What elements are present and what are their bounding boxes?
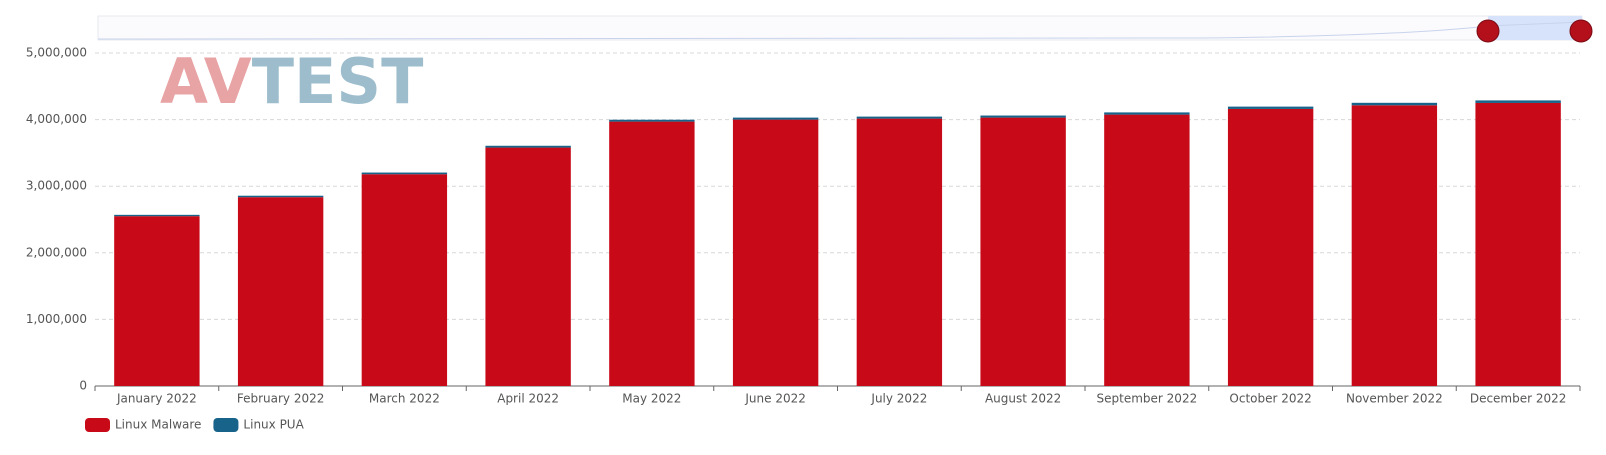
watermark-left: AV [160, 45, 252, 118]
zoom-slider[interactable] [97, 15, 1593, 43]
bar-segment [856, 116, 943, 119]
bar-segment [1475, 102, 1561, 386]
legend-swatch [85, 418, 110, 432]
x-tick-label: September 2022 [1097, 392, 1198, 406]
bar-segment [485, 147, 571, 386]
legend-label: Linux PUA [243, 418, 304, 432]
bar-segment [114, 214, 200, 217]
x-tick-label: May 2022 [622, 392, 681, 406]
x-tick-label: August 2022 [985, 392, 1061, 406]
watermark-right: TEST [252, 45, 424, 118]
x-tick-label: July 2022 [870, 392, 927, 406]
x-tick-label: April 2022 [497, 392, 559, 406]
x-tick-label: January 2022 [116, 392, 197, 406]
slider-handle[interactable] [1476, 19, 1500, 43]
bar-segment [1351, 102, 1438, 106]
bar-segment [237, 195, 324, 198]
bar-segment [1475, 100, 1561, 103]
bar-segment [1227, 106, 1314, 109]
slider-track [97, 15, 1583, 41]
bar-segment [732, 119, 819, 386]
bar-segment [609, 119, 695, 122]
y-tick-label: 5,000,000 [26, 46, 87, 60]
x-tick-label: February 2022 [237, 392, 325, 406]
x-tick-label: December 2022 [1470, 392, 1567, 406]
bar-segment [1227, 108, 1314, 386]
x-tick-label: November 2022 [1346, 392, 1443, 406]
y-tick-label: 4,000,000 [26, 112, 87, 126]
bar-segment [1351, 105, 1438, 386]
slider-handle[interactable] [1569, 19, 1593, 43]
bar-segment [1104, 112, 1190, 115]
x-tick-label: October 2022 [1229, 392, 1311, 406]
bar-segment [361, 172, 448, 175]
bar-segment [980, 115, 1066, 118]
bar-segment [361, 174, 448, 386]
bar-segment [980, 117, 1066, 387]
y-tick-label: 3,000,000 [26, 179, 87, 193]
slider-window [1488, 16, 1582, 40]
legend-label: Linux Malware [115, 418, 201, 432]
legend-swatch [213, 418, 239, 432]
y-tick-label: 1,000,000 [26, 312, 87, 326]
y-tick-label: 2,000,000 [26, 245, 87, 259]
bar-segment [485, 145, 571, 148]
bar-segment [609, 121, 695, 387]
bar-segment [856, 118, 943, 386]
slider-preview [97, 21, 1583, 40]
bar-segment [114, 216, 200, 386]
bar-segment [1104, 114, 1190, 386]
y-tick-label: 0 [79, 379, 87, 393]
watermark: AVTEST [160, 45, 423, 118]
x-tick-label: March 2022 [369, 392, 440, 406]
bar-segment [237, 197, 324, 386]
x-tick-label: June 2022 [744, 392, 806, 406]
bar-segment [732, 117, 819, 120]
